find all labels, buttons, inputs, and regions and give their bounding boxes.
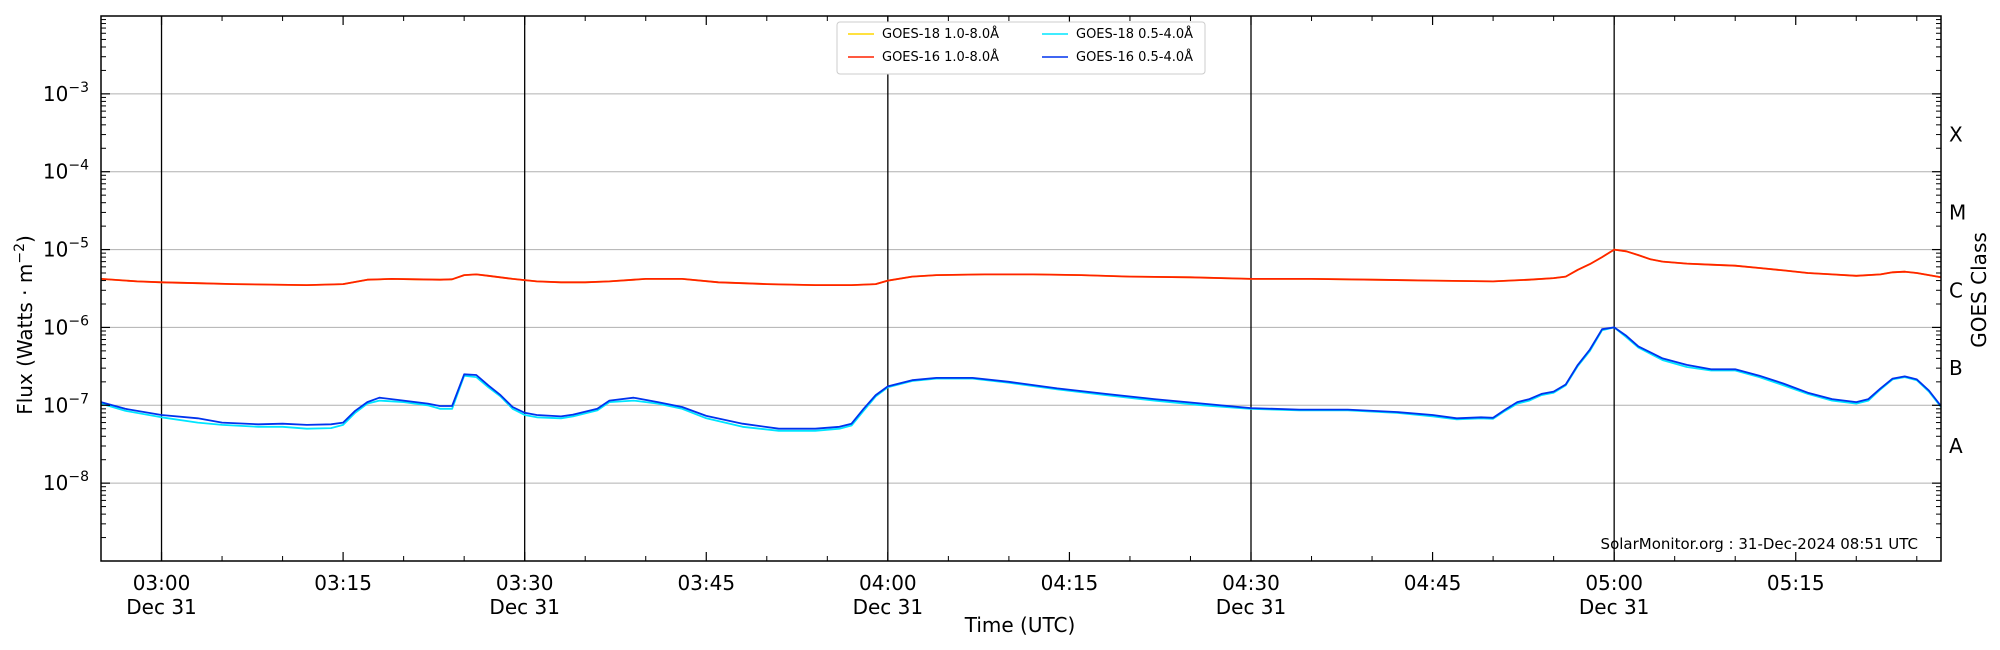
- x-tick-date-label: Dec 31: [1216, 595, 1287, 619]
- plot-frame: [100, 15, 1942, 562]
- x-tick-label: 03:45: [677, 571, 735, 595]
- legend-label: GOES-16 1.0-8.0Å: [882, 49, 999, 65]
- day-vertical-lines: [160, 16, 1615, 561]
- y-tick-label: 10−5: [43, 236, 89, 262]
- y-tick-label: 10−4: [43, 158, 89, 184]
- flux-series: [100, 248, 1942, 432]
- right-axis-title: GOES Class: [1967, 232, 1991, 348]
- x-axis-title: Time (UTC): [964, 613, 1076, 637]
- legend-items: GOES-18 1.0-8.0Å GOES-16 1.0-8.0Å GOES-18 …: [848, 26, 1193, 65]
- x-tick-date-label: Dec 31: [853, 595, 924, 619]
- series-line-1: [100, 248, 1942, 287]
- x-tick-date-label: Dec 31: [126, 595, 197, 619]
- goes-class-a: A: [1949, 434, 1963, 458]
- goes-class-x: X: [1949, 123, 1963, 147]
- legend-box: [836, 21, 1206, 75]
- x-tick-label: 05:15: [1767, 571, 1825, 595]
- goes-class-c: C: [1949, 278, 1963, 302]
- legend-label: GOES-18 1.0-8.0Å: [882, 26, 999, 42]
- y-axis-title: Flux (Watts · m−2): [12, 235, 37, 415]
- legend-label: GOES-16 0.5-4.0Å: [1076, 49, 1193, 65]
- x-tick-label: 04:00: [859, 571, 917, 595]
- x-tick-label: 04:45: [1404, 571, 1462, 595]
- legend: GOES-18 1.0-8.0Å GOES-16 1.0-8.0Å GOES-18 …: [836, 21, 1206, 75]
- x-tick-label: 04:30: [1222, 571, 1280, 595]
- x-tick-label: 03:00: [133, 571, 191, 595]
- x-tick-label: 03:30: [496, 571, 554, 595]
- series-line-3: [100, 326, 1942, 430]
- horizontal-gridlines: [101, 93, 1941, 484]
- y-tick-label: 10−6: [43, 313, 89, 339]
- x-tick-label: 03:15: [314, 571, 372, 595]
- x-tick-label: 05:00: [1585, 571, 1643, 595]
- x-tick-label: 04:15: [1041, 571, 1099, 595]
- x-tick-date-label: Dec 31: [489, 595, 560, 619]
- legend-label: GOES-18 0.5-4.0Å: [1076, 26, 1193, 42]
- credit-text: SolarMonitor.org : 31-Dec-2024 08:51 UTC: [1601, 535, 1918, 553]
- goes-class-b: B: [1949, 356, 1963, 380]
- y-tick-label: 10−8: [43, 469, 89, 495]
- y-tick-label: 10−3: [43, 80, 89, 106]
- y-tick-label: 10−7: [43, 391, 89, 417]
- goes-class-labels: A B C M X: [1949, 123, 1966, 458]
- goes-class-m: M: [1949, 200, 1966, 224]
- x-tick-date-label: Dec 31: [1579, 595, 1650, 619]
- y-axis-ticks: 10−8 10−7 10−6 10−5 10−4 10−3: [43, 19, 1941, 539]
